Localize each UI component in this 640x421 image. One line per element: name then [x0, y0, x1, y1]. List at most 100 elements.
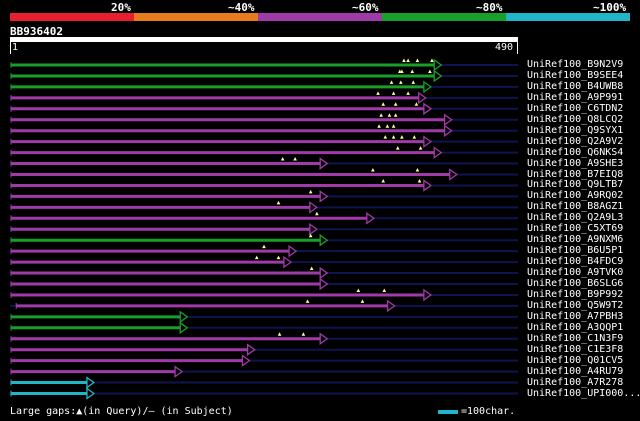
identity-band-label: ~60%: [352, 1, 379, 14]
query-gap-marker: [315, 211, 319, 216]
hit-row[interactable]: [10, 102, 518, 116]
query-ruler: [10, 37, 518, 42]
identity-band: [134, 13, 258, 21]
hit-name-link[interactable]: UniRef100_C5XT69: [527, 223, 624, 235]
hit-name-link[interactable]: UniRef100_B9SEE4: [527, 69, 624, 81]
hit-row[interactable]: [10, 189, 518, 203]
hit-row[interactable]: [10, 91, 518, 105]
hit-row[interactable]: [10, 168, 518, 181]
hit-end-arrow: [319, 277, 329, 291]
hit-row[interactable]: [10, 376, 518, 389]
hit-name-link[interactable]: UniRef100_Q8LCQ2: [527, 113, 624, 125]
hit-name-link[interactable]: UniRef100_A9P991: [527, 91, 624, 103]
hit-row[interactable]: [10, 233, 518, 247]
query-gap-marker: [262, 244, 266, 249]
hit-end-arrow: [309, 222, 318, 236]
hit-row[interactable]: [10, 69, 518, 83]
hit-end-arrow: [241, 354, 251, 367]
hit-end-arrow: [246, 343, 256, 356]
hit-name-link[interactable]: UniRef100_A9TVK0: [527, 267, 624, 279]
hit-name-link[interactable]: UniRef100_B4FDC9: [527, 256, 624, 268]
hit-row[interactable]: [10, 387, 518, 400]
hit-row[interactable]: [10, 135, 518, 148]
hit-row[interactable]: [10, 157, 518, 170]
ruler-end-label: 490: [495, 42, 514, 53]
query-gap-marker: [308, 189, 313, 194]
hit-row[interactable]: [10, 365, 518, 378]
hit-name-link[interactable]: UniRef100_A4RU79: [527, 365, 624, 377]
hit-end-arrow: [309, 201, 318, 214]
hit-name-link[interactable]: UniRef100_B9P992: [527, 288, 624, 300]
hit-name-link[interactable]: UniRef100_Q2A9L3: [527, 212, 624, 224]
query-gap-marker: [414, 102, 419, 106]
query-gap-marker: [410, 69, 415, 73]
hit-name-link[interactable]: UniRef100_Q2A9V2: [527, 135, 624, 147]
hit-row[interactable]: [10, 211, 518, 225]
hit-name-link[interactable]: UniRef100_Q9SYX1: [527, 124, 624, 136]
hit-row[interactable]: [10, 222, 518, 236]
query-gap-marker: [391, 124, 396, 128]
query-gap-marker: [371, 168, 375, 172]
query-gap-marker: [415, 168, 420, 172]
query-gap-marker: [254, 255, 259, 260]
query-gap-marker: [379, 113, 383, 117]
query-gap-marker: [412, 135, 417, 139]
hit-row[interactable]: [10, 266, 518, 280]
hit-row[interactable]: [10, 80, 518, 94]
query-gap-marker: [411, 80, 416, 84]
hit-row[interactable]: [10, 113, 518, 127]
hit-name-link[interactable]: UniRef100_A9NXM6: [527, 234, 624, 246]
query-gap-marker: [381, 178, 386, 183]
query-gap-marker: [293, 157, 297, 161]
hit-end-arrow: [86, 376, 96, 389]
hit-row[interactable]: [10, 343, 518, 356]
query-gap-marker: [389, 80, 394, 84]
hit-name-link[interactable]: UniRef100_C1N3F9: [527, 332, 624, 344]
hit-name-link[interactable]: UniRef100_C6TDN2: [527, 102, 624, 114]
hit-name-link[interactable]: UniRef100_B4UWB8: [527, 80, 624, 92]
hit-name-link[interactable]: UniRef100_Q6NKS4: [527, 146, 624, 158]
hit-row[interactable]: [10, 277, 518, 291]
ruler-start-tick: [10, 42, 11, 54]
hit-name-link[interactable]: UniRef100_B6SLG6: [527, 278, 624, 289]
hit-name-link[interactable]: UniRef100_B6U5P1: [527, 245, 624, 257]
hit-row[interactable]: [10, 299, 518, 313]
hit-row[interactable]: [10, 178, 518, 192]
hit-row[interactable]: [10, 200, 518, 214]
query-gap-marker: [277, 332, 282, 336]
hit-name-link[interactable]: UniRef100_Q5W9T2: [527, 299, 624, 311]
hit-name-link[interactable]: UniRef100_Q01CV5: [527, 354, 624, 366]
hit-name-link[interactable]: UniRef100_UPI000...: [527, 387, 640, 399]
hit-end-arrow: [174, 365, 184, 378]
query-gap-marker: [356, 288, 361, 292]
hit-row[interactable]: [10, 244, 518, 258]
hit-row[interactable]: [10, 255, 518, 269]
hit-row[interactable]: [10, 146, 518, 159]
hit-end-arrow: [423, 135, 432, 148]
hit-name-link[interactable]: UniRef100_A3QQP1: [527, 321, 624, 333]
hit-name-link[interactable]: UniRef100_B7EIQ8: [527, 168, 624, 180]
hit-name-link[interactable]: UniRef100_C1E3F8: [527, 343, 624, 355]
hit-name-link[interactable]: UniRef100_B9N2V9: [527, 59, 624, 70]
query-gap-marker: [276, 255, 281, 260]
hit-row[interactable]: [10, 58, 518, 72]
query-gap-marker: [381, 102, 386, 106]
hit-row[interactable]: [10, 310, 518, 324]
query-gap-marker: [360, 299, 365, 303]
hit-name-link[interactable]: UniRef100_A7R278: [527, 376, 624, 388]
query-gap-marker: [402, 58, 406, 62]
identity-band: [382, 13, 506, 21]
hit-name-link[interactable]: UniRef100_A7PBH3: [527, 310, 624, 322]
hit-name-link[interactable]: UniRef100_B8AGZ1: [527, 201, 624, 213]
hit-name-link[interactable]: UniRef100_Q9LTB7: [527, 179, 624, 191]
hit-end-arrow: [433, 69, 443, 83]
hit-row[interactable]: [10, 354, 518, 367]
query-gap-marker: [385, 124, 390, 128]
hit-name-link[interactable]: UniRef100_A9SHE3: [527, 157, 624, 169]
hit-name-link[interactable]: UniRef100_A9RQ02: [527, 190, 624, 202]
hit-row[interactable]: [10, 124, 518, 137]
hit-row[interactable]: [10, 332, 518, 346]
hit-row[interactable]: [10, 321, 518, 335]
hit-row[interactable]: [10, 288, 518, 302]
